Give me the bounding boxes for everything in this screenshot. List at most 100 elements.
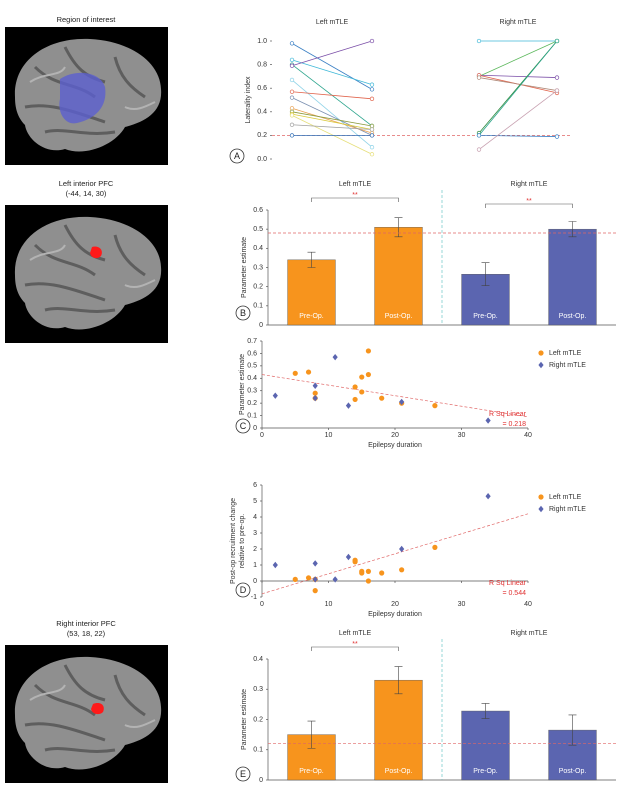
error-bar [568,714,577,746]
bar [548,228,597,326]
panel-label-circle [235,582,251,598]
bar-label: Pre-Op. [299,313,324,320]
x-tick-label: 40 [524,432,532,439]
panel-label: C [240,421,247,431]
subject-line [291,43,373,90]
x-tick-label: 20 [391,601,399,608]
subject-point [289,63,295,68]
y-tick-label: 0.1 [253,303,263,310]
subject-point [369,127,375,132]
subject-point [369,87,375,92]
subject-point [476,75,482,80]
subject-point [369,133,375,138]
x-tick-label: 30 [458,601,466,608]
y-tick-label: 0.7 [247,338,257,345]
data-point [292,370,298,376]
y-tick-label: 6 [253,482,257,489]
y-tick-label: 0 [253,578,257,585]
data-point [312,588,318,594]
fit-label: = 0.218 [502,421,526,428]
y-tick-label: 1.0 [257,38,267,45]
error-bar [394,217,403,238]
y-tick-label: 0.8 [257,61,267,68]
bar-label: Post-Op. [559,313,587,320]
x-tick-label: 10 [325,601,333,608]
brain-image-right-pfc [3,643,170,785]
data-point [432,544,438,551]
y-tick-label: 3 [253,530,257,537]
bar-label: Post-Op. [559,768,587,775]
bar [374,227,423,326]
bar [374,679,423,781]
y-tick-label: 4 [253,514,257,521]
y-tick-label: 0.2 [253,716,263,723]
bar [461,710,510,781]
y-tick-label: 0 [259,777,263,784]
y-tick-label: 0.1 [253,747,263,754]
data-point [485,417,491,424]
subject-point [369,82,375,87]
panel-label: A [234,151,240,161]
y-tick-label: 0.2 [247,400,257,407]
data-point [359,374,365,380]
data-point [305,575,312,581]
y-tick-label: 0.6 [247,350,257,357]
subject-line [291,40,373,67]
data-point [399,567,405,573]
data-point [352,396,358,403]
subject-point [289,95,295,100]
panel-label: D [240,585,247,595]
x-axis-label: Epilepsy duration [368,442,422,449]
subject-point [289,133,295,138]
error-bar [481,703,490,719]
group-label: Left mTLE [339,630,372,637]
legend-marker [538,361,544,369]
legend-label: Left mTLE [549,350,582,357]
x-tick-label: 40 [524,601,532,608]
data-point [312,560,318,567]
data-point [359,570,365,576]
group-label: Right mTLE [500,19,537,26]
y-tick-label: 0.3 [247,388,257,395]
image-title: Right interior PFC [56,619,116,628]
significance-label: ** [352,641,358,648]
data-point [379,570,385,576]
data-point [485,493,491,500]
panel-label: B [240,308,246,318]
y-tick-label: 0.4 [247,375,257,382]
legend-label: Right mTLE [549,506,586,513]
fit-label: = 0.544 [502,590,526,597]
subject-point [289,77,295,83]
data-point [292,576,298,583]
data-point [312,576,318,583]
trendline [261,513,529,595]
subject-line [478,77,558,91]
subject-point [554,75,560,80]
significance-label: ** [352,192,358,199]
data-point [352,559,358,565]
subject-point [289,113,295,118]
data-point [379,395,385,401]
bar-label: Pre-Op. [299,768,324,775]
bar-label: Post-Op. [385,768,413,775]
brain-image-left-pfc [3,203,170,345]
bar [287,259,336,326]
data-point [365,371,371,378]
subject-point [476,147,482,152]
error-bar [568,221,577,238]
panel-label-circle [229,148,245,164]
data-point [272,561,278,569]
y-tick-label: 0.6 [253,207,263,214]
y-tick-label: -1 [251,594,257,601]
subject-point [369,152,375,157]
legend-marker [538,494,544,500]
subject-line [291,111,373,127]
data-point [332,576,338,583]
bar-label: Pre-Op. [473,313,498,320]
subject-line [478,90,558,150]
subject-point [369,38,375,44]
y-tick-label: 5 [253,498,257,505]
data-point [312,394,318,402]
subject-line [291,114,373,155]
significance-label: ** [526,198,532,205]
